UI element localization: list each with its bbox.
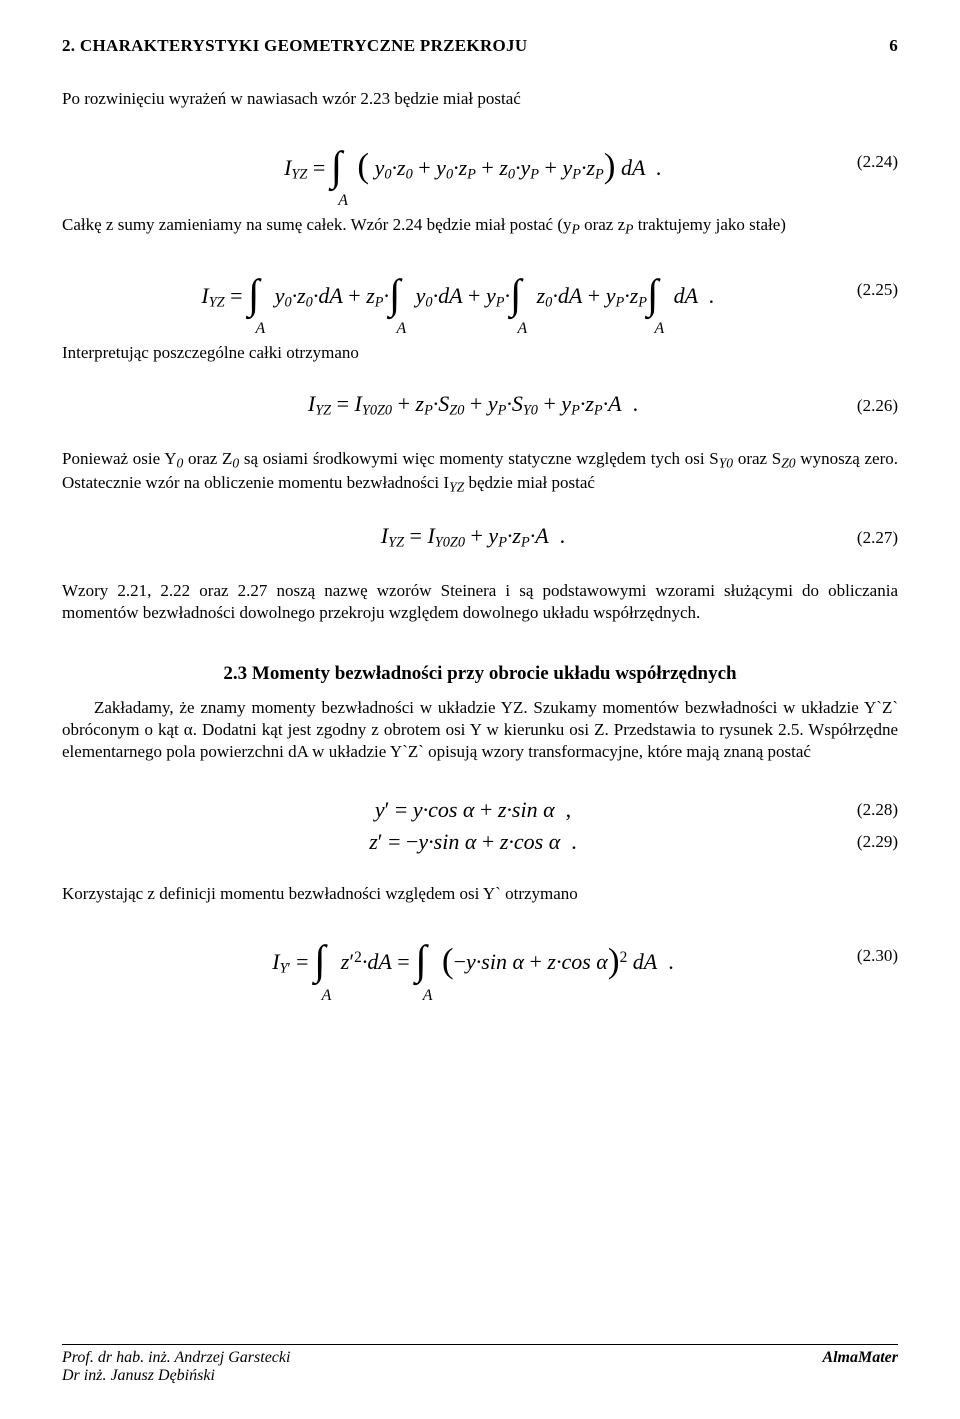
equation-2-29-number: (2.29) — [824, 832, 898, 852]
equation-2-27-body: IYZ = IY0Z0 + yP·zP·A . — [122, 523, 824, 552]
equation-2-26-body: IYZ = IY0Z0 + zP·SZ0 + yP·SY0 + yP·zP·A … — [122, 391, 824, 420]
equation-2-30-number: (2.30) — [824, 946, 898, 966]
equation-2-26-number: (2.26) — [824, 396, 898, 416]
para2-part-a: Całkę z sumy zamieniamy na sumę całek. W… — [62, 215, 572, 234]
equation-2-24: IYZ = ∫A ( y0·z0 + y0·zP + z0·yP + yP·zP… — [62, 138, 898, 186]
equation-2-28-body: y′ = y·cos α + z·sin α , — [122, 797, 824, 823]
equation-2-29: z′ = −y·sin α + z·cos α . (2.29) — [62, 829, 898, 855]
footer-author-2: Dr inż. Janusz Dębiński — [62, 1367, 290, 1385]
footer-authors: Prof. dr hab. inż. Andrzej Garstecki Dr … — [62, 1349, 290, 1385]
page-footer: Prof. dr hab. inż. Andrzej Garstecki Dr … — [62, 1344, 898, 1385]
header-title: 2. CHARAKTERYSTYKI GEOMETRYCZNE PRZEKROJ… — [62, 36, 527, 56]
paragraph-intro-226: Interpretując poszczególne całki otrzyma… — [62, 342, 898, 364]
equation-2-24-body: IYZ = ∫A ( y0·z0 + y0·zP + z0·yP + yP·zP… — [122, 138, 824, 186]
equation-2-25-number: (2.25) — [824, 280, 898, 300]
footer-brand: AlmaMater — [822, 1349, 898, 1385]
footer-author-1: Prof. dr hab. inż. Andrzej Garstecki — [62, 1349, 290, 1367]
equation-2-30-body: IY′ = ∫A z′2·dA = ∫A (−y·sin α + z·cos α… — [122, 932, 824, 980]
paragraph-section-2-3: Zakładamy, że znamy momenty bezwładności… — [62, 697, 898, 762]
footer-rule — [62, 1344, 898, 1345]
equation-2-25: IYZ = ∫A y0·z0·dA + zP·∫A y0·dA + yP·∫A … — [62, 266, 898, 314]
page: 2. CHARAKTERYSTYKI GEOMETRYCZNE PRZEKROJ… — [0, 0, 960, 1419]
paragraph-intro-230: Korzystając z definicji momentu bezwładn… — [62, 883, 898, 905]
equation-2-28-number: (2.28) — [824, 800, 898, 820]
equation-2-28: y′ = y·cos α + z·sin α , (2.28) — [62, 797, 898, 823]
section-2-3-heading: 2.3 Momenty bezwładności przy obrocie uk… — [62, 663, 898, 685]
paragraph-intro-225: Całkę z sumy zamieniamy na sumę całek. W… — [62, 214, 898, 238]
running-header: 2. CHARAKTERYSTYKI GEOMETRYCZNE PRZEKROJ… — [62, 36, 898, 56]
para2-part-c: traktujemy jako stałe) — [633, 215, 785, 234]
equation-2-30: IY′ = ∫A z′2·dA = ∫A (−y·sin α + z·cos α… — [62, 932, 898, 980]
para2-part-b: oraz z — [580, 215, 625, 234]
equation-2-26: IYZ = IY0Z0 + zP·SZ0 + yP·SY0 + yP·zP·A … — [62, 391, 898, 420]
paragraph-steiner: Wzory 2.21, 2.22 oraz 2.27 noszą nazwę w… — [62, 580, 898, 624]
equation-2-24-number: (2.24) — [824, 152, 898, 172]
equation-2-29-body: z′ = −y·sin α + z·cos α . — [122, 829, 824, 855]
paragraph-intro-227: Ponieważ osie Y0 oraz Z0 są osiami środk… — [62, 448, 898, 496]
header-page-number: 6 — [889, 36, 898, 56]
para4-c: są osiami środkowymi więc momenty statyc… — [239, 449, 719, 468]
para4-f: będzie miał postać — [464, 473, 595, 492]
paragraph-intro-224: Po rozwinięciu wyrażeń w nawiasach wzór … — [62, 88, 898, 110]
equation-2-25-body: IYZ = ∫A y0·z0·dA + zP·∫A y0·dA + yP·∫A … — [92, 266, 824, 314]
equation-2-27-number: (2.27) — [824, 528, 898, 548]
equation-2-27: IYZ = IY0Z0 + yP·zP·A . (2.27) — [62, 523, 898, 552]
para4-d: oraz S — [733, 449, 781, 468]
para4-a: Ponieważ osie Y — [62, 449, 177, 468]
para4-b: oraz Z — [183, 449, 232, 468]
